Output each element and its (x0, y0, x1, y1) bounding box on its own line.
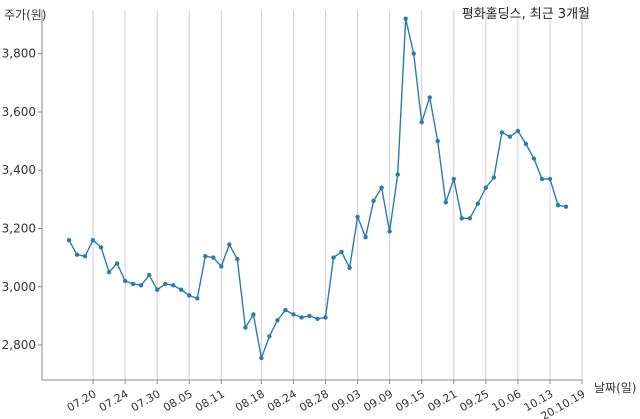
y-tick-label: 3,600 (2, 105, 36, 119)
data-point (539, 176, 545, 182)
x-tick-label: 08.05 (161, 387, 195, 414)
data-point (187, 293, 192, 298)
data-point (130, 281, 136, 287)
data-point (243, 325, 248, 330)
data-point (66, 238, 72, 243)
data-point (195, 296, 200, 301)
chart-title: 평화홀딩스, 최근 3개월 (462, 7, 590, 22)
data-point (331, 255, 336, 260)
data-point (323, 315, 328, 320)
x-tick-label: 08.28 (297, 387, 331, 414)
data-point (114, 261, 120, 266)
data-point (98, 245, 104, 250)
data-point (411, 51, 416, 56)
data-point (531, 156, 537, 161)
x-tick-label: 09.25 (458, 387, 492, 414)
data-point (403, 16, 408, 21)
data-point (435, 138, 440, 144)
data-point (419, 120, 424, 125)
data-point (347, 265, 352, 270)
data-point (203, 254, 208, 259)
x-tick-label: 08.11 (193, 387, 227, 414)
data-point (507, 134, 513, 139)
data-point (179, 287, 184, 292)
y-axis-label: 주가(원) (4, 8, 46, 22)
data-point (459, 216, 464, 221)
data-point (147, 272, 152, 278)
x-tick-label: 09.09 (361, 387, 395, 414)
data-point (379, 185, 384, 190)
x-tick-label: 07.24 (97, 387, 131, 414)
x-tick-label: 07.30 (129, 387, 163, 414)
data-point (363, 235, 368, 240)
data-point (315, 316, 320, 321)
data-point (211, 255, 216, 260)
data-point (267, 334, 272, 339)
series-line (68, 18, 567, 359)
data-point (90, 238, 96, 243)
grid-lines (92, 10, 583, 380)
data-point (547, 176, 553, 182)
data-point (475, 201, 480, 206)
data-point (443, 200, 448, 205)
x-axis-label: 날짜(일) (594, 381, 636, 395)
x-tick-label: 09.21 (425, 387, 459, 414)
data-point (163, 281, 168, 287)
data-point (515, 128, 521, 134)
data-point (219, 264, 224, 269)
data-point (491, 175, 497, 180)
data-point (283, 307, 288, 313)
data-point (259, 355, 264, 361)
x-tick-label: 09.03 (329, 387, 363, 414)
data-point (82, 254, 88, 259)
data-point (251, 312, 256, 317)
data-point (371, 198, 376, 203)
data-point (523, 141, 529, 147)
y-tick-label: 2,800 (2, 338, 36, 352)
data-point (387, 229, 392, 234)
x-tick-label: 07.20 (65, 387, 99, 414)
data-point (227, 242, 232, 247)
data-point (427, 95, 432, 100)
data-point (171, 283, 176, 288)
data-point (483, 185, 488, 190)
data-point (395, 172, 400, 177)
y-tick-label: 3,200 (2, 222, 36, 236)
data-point (122, 278, 128, 284)
y-axis-ticks: 2,800 3,000 3,200 3,400 3,600 3,800 (2, 47, 42, 352)
data-point (155, 287, 160, 292)
data-point (291, 312, 296, 317)
data-point (499, 130, 505, 135)
x-tick-label: 10.06 (490, 387, 524, 414)
data-point (275, 318, 280, 323)
series-layer (66, 16, 569, 361)
data-point (555, 203, 561, 208)
x-tick-label: 09.15 (393, 387, 427, 414)
y-tick-label: 3,400 (2, 163, 36, 177)
data-point (106, 270, 112, 275)
data-point (339, 249, 344, 254)
y-tick-label: 3,800 (2, 47, 36, 61)
x-tick-label: 08.18 (233, 387, 267, 414)
data-point (451, 176, 456, 182)
data-point (138, 283, 144, 288)
y-tick-label: 3,000 (2, 280, 36, 294)
data-point (235, 256, 240, 262)
data-point (563, 204, 569, 209)
data-point (467, 216, 472, 221)
data-point (74, 252, 80, 257)
x-tick-label: 08.24 (265, 387, 299, 414)
data-point (307, 313, 312, 319)
data-point (355, 214, 360, 220)
data-point (299, 315, 304, 320)
